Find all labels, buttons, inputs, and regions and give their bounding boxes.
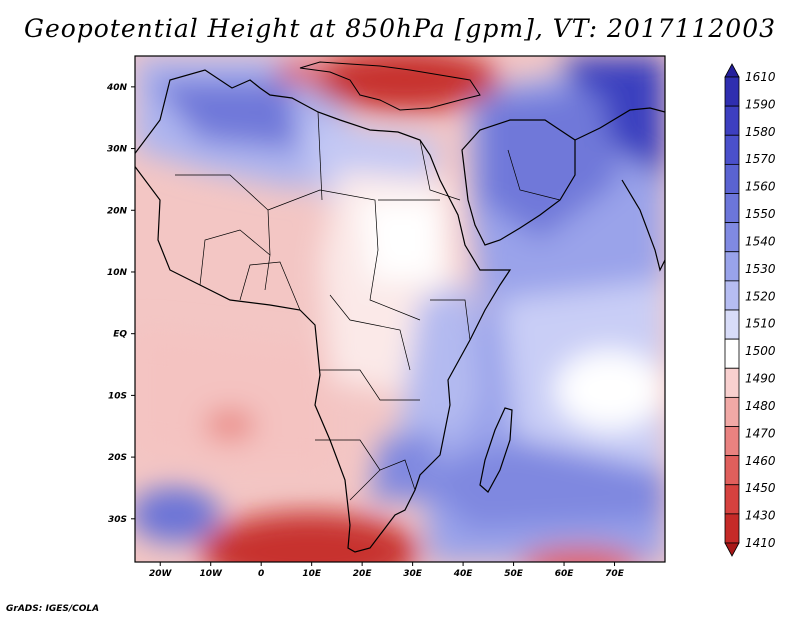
lon-tick-label: 0 [258, 569, 264, 579]
lon-tick-label: 10W [199, 569, 223, 579]
longitude-axis: 20W 10W 0 10E 20E 30E 40E 50E 60E 70E [149, 562, 625, 579]
colorbar-swatch [724, 338, 740, 369]
height-field [135, 56, 665, 562]
lat-tick-label: 40N [106, 83, 128, 93]
colorbar-label: 1580 [745, 125, 776, 139]
colorbar-label: 1500 [745, 344, 776, 358]
colorbar-bottom-arrow [724, 542, 740, 557]
colorbar-label: 1610 [745, 70, 776, 84]
lon-tick-label: 20W [149, 569, 173, 579]
lat-tick-label: EQ [113, 330, 127, 340]
lat-tick-label: 30N [107, 145, 128, 155]
colorbar-label: 1490 [745, 372, 776, 386]
colorbar-label: 1590 [745, 97, 776, 111]
colorbar-label: 1560 [745, 180, 776, 194]
colorbar-label: 1520 [745, 289, 776, 303]
lon-tick-label: 30E [403, 569, 423, 579]
colorbar-swatch [724, 280, 740, 311]
colorbar-label: 1550 [745, 207, 776, 221]
colorbar-swatch [724, 455, 740, 486]
colorbar-swatch [724, 426, 740, 457]
colorbar: 1610 1590 1580 1570 1560 1550 1540 1530 1520 1510… [724, 63, 776, 557]
colorbar-swatch [724, 134, 740, 165]
colorbar-swatch [724, 163, 740, 194]
lon-tick-label: 20E [353, 569, 373, 579]
colorbar-swatch [724, 396, 740, 427]
lon-tick-label: 40E [453, 569, 474, 579]
lat-tick-label: 20S [108, 453, 127, 463]
colorbar-swatch [724, 105, 740, 136]
lat-tick-label: 10N [107, 268, 128, 278]
colorbar-label: 1460 [745, 454, 776, 468]
grads-credit: GrADS: IGES/COLA [6, 604, 100, 614]
colorbar-swatch [724, 513, 740, 544]
lat-tick-label: 10S [108, 391, 127, 401]
lon-tick-label: 60E [555, 569, 575, 579]
colorbar-label: 1510 [745, 317, 776, 331]
colorbar-label: 1530 [745, 262, 776, 276]
map-title: Geopotential Height at 850hPa [gpm], VT:… [23, 14, 777, 43]
colorbar-label: 1430 [745, 509, 776, 523]
lon-tick-label: 50E [504, 569, 524, 579]
colorbar-swatch [724, 222, 740, 253]
colorbar-label: 1470 [745, 426, 776, 440]
lon-tick-label: 10E [302, 569, 322, 579]
colorbar-swatch [724, 309, 740, 340]
colorbar-swatch [724, 76, 740, 107]
country-borders [175, 111, 561, 501]
map-frame [134, 55, 666, 563]
lon-tick-label: 70E [605, 569, 625, 579]
lat-tick-label: 20N [107, 206, 128, 216]
colorbar-label: 1570 [745, 152, 776, 166]
colorbar-label: 1410 [745, 536, 776, 550]
colorbar-swatch [724, 367, 740, 398]
colorbar-swatch [724, 484, 740, 515]
lat-tick-label: 30S [108, 515, 127, 525]
latitude-axis: 40N 30N 20N 10N EQ 10S 20S 30S [106, 83, 135, 525]
colorbar-label: 1540 [745, 234, 776, 248]
colorbar-label: 1450 [745, 481, 776, 495]
colorbar-swatch [724, 193, 740, 224]
colorbar-swatch [724, 251, 740, 282]
colorbar-top-arrow [724, 63, 740, 78]
colorbar-label: 1480 [745, 399, 776, 413]
